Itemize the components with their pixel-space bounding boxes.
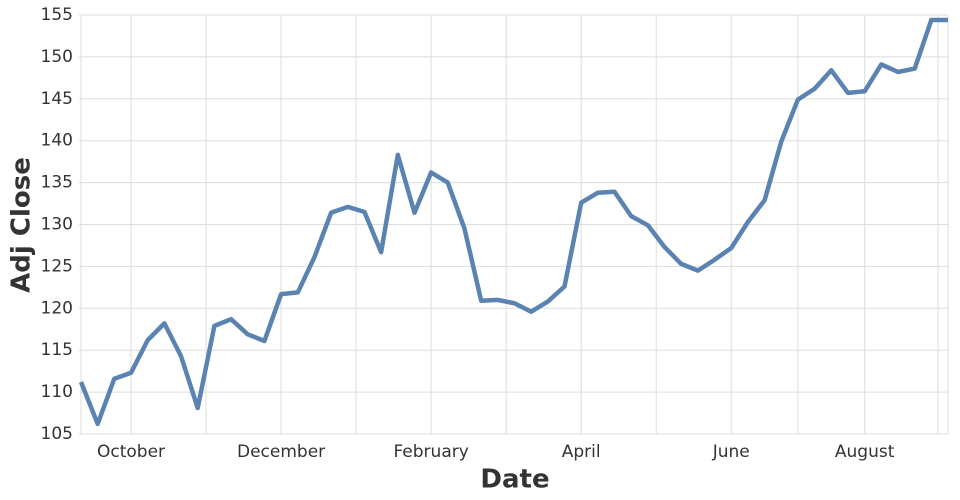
x-tick-label: February — [393, 442, 468, 462]
y-tick-label: 110 — [41, 382, 73, 402]
x-tick-label: August — [835, 442, 895, 462]
x-axis-title: Date — [480, 465, 549, 495]
x-tick-label: December — [237, 442, 325, 462]
x-tick-label: April — [562, 442, 601, 462]
y-tick-label: 140 — [41, 131, 73, 151]
y-tick-label: 155 — [41, 5, 73, 25]
y-tick-label: 115 — [41, 340, 73, 360]
x-tick-label: June — [712, 442, 750, 462]
grid — [79, 14, 949, 435]
y-tick-label: 135 — [41, 173, 73, 193]
y-tick-label: 130 — [41, 215, 73, 235]
y-tick-label: 145 — [41, 89, 73, 109]
y-tick-label: 125 — [41, 256, 73, 276]
y-tick-label: 150 — [41, 47, 73, 67]
y-tick-label: 105 — [41, 424, 73, 444]
y-axis-title: Adj Close — [7, 157, 37, 293]
line — [78, 17, 948, 427]
x-tick-label: October — [97, 442, 165, 462]
y-tick-label: 120 — [41, 298, 73, 318]
